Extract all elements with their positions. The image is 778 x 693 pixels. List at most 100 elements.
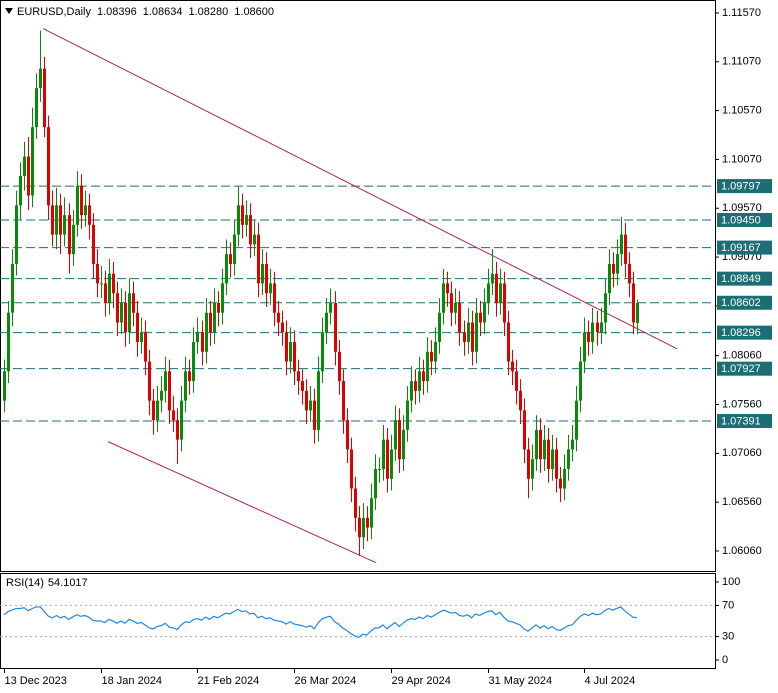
candle-body — [483, 302, 486, 323]
candle-body — [612, 263, 615, 274]
candle-body — [386, 439, 389, 479]
candle-body — [172, 410, 175, 421]
candle-body — [241, 205, 244, 225]
candle-body — [31, 127, 34, 196]
candle-body — [575, 400, 578, 440]
candle-body — [596, 322, 599, 333]
x-tick-label: 18 Jan 2024 — [102, 675, 163, 687]
candle-body — [450, 293, 453, 313]
candle-body — [233, 234, 236, 264]
candle-body — [205, 312, 208, 352]
candle-body — [196, 332, 199, 343]
x-tick-label: 4 Jul 2024 — [585, 675, 636, 687]
candle-body — [84, 205, 87, 216]
y-tick-label: 1.11570 — [722, 7, 761, 19]
y-tick-label: 1.06560 — [722, 496, 762, 508]
candle-body — [454, 302, 457, 313]
candle-body — [446, 283, 449, 294]
rsi-y-tick-label: 100 — [722, 576, 740, 588]
candle-body — [160, 390, 163, 401]
candle-body — [366, 517, 369, 528]
candle-body — [334, 302, 337, 352]
menu-arrow[interactable] — [5, 8, 13, 14]
candle-body — [471, 322, 474, 352]
candle-body — [237, 205, 240, 235]
candle-body — [144, 332, 147, 362]
candle-body — [616, 254, 619, 274]
candle-body — [3, 371, 6, 401]
candle-body — [19, 176, 22, 206]
level-label-box — [717, 325, 772, 340]
level-label-box — [717, 212, 772, 227]
y-tick-label: 1.10570 — [722, 105, 762, 117]
candle-body — [156, 400, 159, 421]
candle-body — [398, 420, 401, 460]
candle-body — [201, 332, 204, 352]
candle-body — [217, 302, 220, 313]
candle-body — [104, 283, 107, 303]
candle-body — [604, 293, 607, 323]
rsi-header: RSI(14) 54.1017 — [6, 577, 88, 589]
candle-body — [136, 312, 139, 343]
candle-body — [390, 449, 393, 479]
level-label-box — [717, 295, 772, 310]
level-label: 1.07391 — [721, 415, 761, 427]
x-tick-label: 26 Mar 2024 — [295, 675, 357, 687]
trendline — [42, 28, 678, 350]
level-label: 1.09797 — [721, 180, 761, 192]
candle-body — [192, 342, 195, 382]
candle-body — [362, 517, 365, 538]
y-tick-label: 1.10070 — [722, 153, 762, 165]
candle-body — [317, 371, 320, 430]
chart-header: EURUSD,Daily 1.08396 1.08634 1.08280 1.08600 — [17, 6, 274, 18]
candle-body — [120, 302, 123, 323]
candle-body — [406, 400, 409, 430]
candle-body — [442, 283, 445, 313]
candle-body — [370, 498, 373, 528]
candle-body — [507, 322, 510, 362]
x-tick-label: 29 Apr 2024 — [392, 675, 451, 687]
candle-body — [313, 400, 316, 430]
candle-body — [184, 371, 187, 401]
level-label-box — [717, 271, 772, 286]
candle-body — [402, 429, 405, 460]
candle-body — [301, 381, 304, 391]
candle-body — [261, 263, 264, 284]
candle-body — [434, 342, 437, 362]
candle-body — [555, 449, 558, 479]
candle-body — [422, 371, 425, 382]
candle-body — [277, 312, 280, 323]
candle-body — [309, 400, 312, 411]
candle-body — [628, 263, 631, 284]
candle-body — [479, 312, 482, 323]
candle-body — [265, 263, 268, 294]
rsi-y-tick-label: 0 — [722, 654, 728, 666]
candle-body — [608, 263, 611, 294]
candle-body — [438, 312, 441, 343]
candle-body — [273, 283, 276, 313]
candle-body — [80, 185, 83, 216]
rsi-plot — [0, 604, 715, 639]
candle-body — [583, 332, 586, 362]
y-tick-label: 1.07560 — [722, 398, 762, 410]
candle-body — [15, 205, 18, 264]
candle-body — [587, 332, 590, 343]
level-label: 1.09167 — [721, 242, 761, 254]
candle-body — [116, 293, 119, 323]
y-tick-label: 1.11070 — [722, 56, 761, 68]
candle-body — [338, 351, 341, 382]
candle-body — [527, 449, 530, 479]
candle-body — [43, 68, 46, 128]
candle-body — [571, 439, 574, 450]
candle-body — [321, 332, 324, 372]
candle-body — [414, 381, 417, 391]
candle-body — [100, 283, 103, 285]
y-tick-label: 1.06060 — [722, 545, 762, 557]
candle-body — [229, 254, 232, 264]
candle-body — [475, 312, 478, 352]
y-tick-label: 1.08060 — [722, 350, 762, 362]
candle-body — [213, 302, 216, 333]
symbol-title: EURUSD,Daily — [17, 6, 91, 18]
candle-body — [55, 205, 58, 235]
